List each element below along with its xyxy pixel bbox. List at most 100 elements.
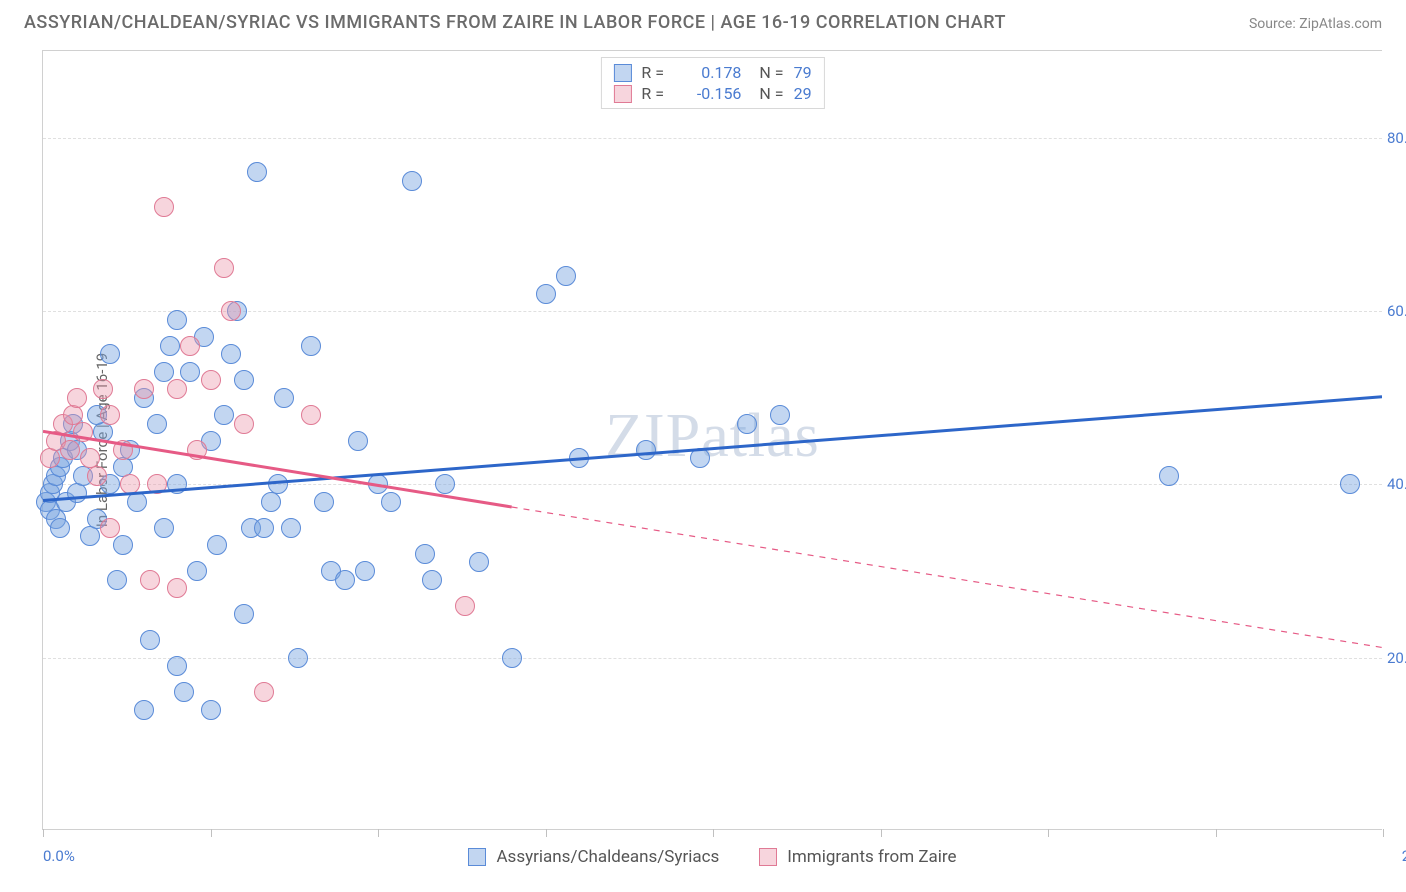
data-point-pink — [180, 336, 200, 356]
x-tick — [1048, 829, 1049, 837]
x-tick — [881, 829, 882, 837]
data-point-pink — [40, 448, 60, 468]
data-point-pink — [73, 422, 93, 442]
data-point-blue — [140, 630, 160, 650]
data-point-blue — [234, 370, 254, 390]
data-point-blue — [247, 162, 267, 182]
correlation-legend: R = 0.178 N = 79R = -0.156 N = 29 — [600, 57, 824, 109]
data-point-blue — [556, 266, 576, 286]
legend-item-pink: Immigrants from Zaire — [759, 847, 956, 867]
data-point-blue — [207, 535, 227, 555]
x-tick-label: 20.0% — [1402, 847, 1406, 865]
source-link[interactable]: ZipAtlas.com — [1299, 16, 1382, 32]
data-point-blue — [636, 440, 656, 460]
plot-surface: 20.0%40.0%60.0%80.0%0.0%20.0% — [43, 51, 1382, 829]
legend-item-blue: Assyrians/Chaldeans/Syriacs — [468, 847, 719, 867]
data-point-blue — [254, 518, 274, 538]
data-point-blue — [234, 604, 254, 624]
data-point-blue — [335, 570, 355, 590]
data-point-blue — [301, 336, 321, 356]
x-tick — [1383, 829, 1384, 837]
data-point-blue — [93, 422, 113, 442]
x-tick — [43, 829, 44, 837]
data-point-pink — [87, 466, 107, 486]
data-point-blue — [127, 492, 147, 512]
data-point-blue — [690, 448, 710, 468]
data-point-blue — [167, 310, 187, 330]
r-label: R = — [641, 84, 671, 103]
data-point-blue — [67, 483, 87, 503]
data-point-pink — [60, 440, 80, 460]
data-point-blue — [737, 414, 757, 434]
data-point-blue — [180, 362, 200, 382]
data-point-blue — [134, 700, 154, 720]
legend-stat-row-blue: R = 0.178 N = 79 — [613, 62, 811, 83]
data-point-blue — [381, 492, 401, 512]
data-point-blue — [50, 518, 70, 538]
x-tick — [211, 829, 212, 837]
legend-label-pink: Immigrants from Zaire — [787, 847, 956, 867]
source-prefix: Source: — [1249, 16, 1299, 32]
data-point-blue — [1340, 474, 1360, 494]
data-point-pink — [234, 414, 254, 434]
n-label: N = — [759, 63, 783, 82]
data-point-blue — [221, 344, 241, 364]
legend-swatch-blue — [468, 848, 486, 866]
legend-stat-row-pink: R =-0.156N =29 — [613, 83, 811, 104]
n-value-blue: 79 — [794, 63, 812, 82]
r-value-pink: -0.156 — [681, 84, 741, 103]
data-point-pink — [134, 379, 154, 399]
data-point-pink — [147, 474, 167, 494]
data-point-pink — [100, 405, 120, 425]
chart-plot-area: In Labor Force | Age 16-19 ZIPatlas R =0… — [42, 50, 1382, 830]
data-point-blue — [569, 448, 589, 468]
r-value-blue: 0.178 — [681, 63, 741, 82]
x-tick — [713, 829, 714, 837]
legend-swatch-blue — [613, 64, 631, 82]
legend-label-blue: Assyrians/Chaldeans/Syriacs — [496, 847, 719, 867]
data-point-blue — [502, 648, 522, 668]
data-point-pink — [154, 197, 174, 217]
data-point-blue — [1159, 466, 1179, 486]
data-point-blue — [201, 700, 221, 720]
data-point-blue — [100, 344, 120, 364]
data-point-blue — [214, 405, 234, 425]
data-point-pink — [113, 440, 133, 460]
data-point-blue — [154, 362, 174, 382]
y-tick-label: 40.0% — [1387, 475, 1406, 493]
y-tick-label: 60.0% — [1387, 302, 1406, 320]
data-point-blue — [160, 336, 180, 356]
data-point-blue — [268, 474, 288, 494]
data-point-blue — [281, 518, 301, 538]
series-legend: Assyrians/Chaldeans/Syriacs Immigrants fr… — [43, 847, 1382, 867]
data-point-blue — [154, 518, 174, 538]
x-tick — [546, 829, 547, 837]
data-point-blue — [536, 284, 556, 304]
gridline — [43, 484, 1382, 485]
data-point-pink — [140, 570, 160, 590]
data-point-blue — [355, 561, 375, 581]
data-point-blue — [422, 570, 442, 590]
legend-swatch-pink — [613, 85, 631, 103]
data-point-blue — [348, 431, 368, 451]
data-point-blue — [147, 414, 167, 434]
data-point-blue — [469, 552, 489, 572]
data-point-pink — [167, 379, 187, 399]
data-point-pink — [120, 474, 140, 494]
data-point-pink — [67, 388, 87, 408]
data-point-blue — [261, 492, 281, 512]
n-value-pink: 29 — [794, 84, 812, 103]
r-label: R = — [641, 63, 671, 82]
data-point-blue — [274, 388, 294, 408]
legend-swatch-pink — [759, 848, 777, 866]
data-point-blue — [415, 544, 435, 564]
data-point-pink — [455, 596, 475, 616]
data-point-blue — [107, 570, 127, 590]
data-point-pink — [301, 405, 321, 425]
data-point-blue — [402, 171, 422, 191]
data-point-pink — [221, 301, 241, 321]
data-point-blue — [770, 405, 790, 425]
data-point-blue — [113, 535, 133, 555]
data-point-pink — [100, 518, 120, 538]
chart-title: ASSYRIAN/CHALDEAN/SYRIAC VS IMMIGRANTS F… — [24, 12, 1006, 33]
